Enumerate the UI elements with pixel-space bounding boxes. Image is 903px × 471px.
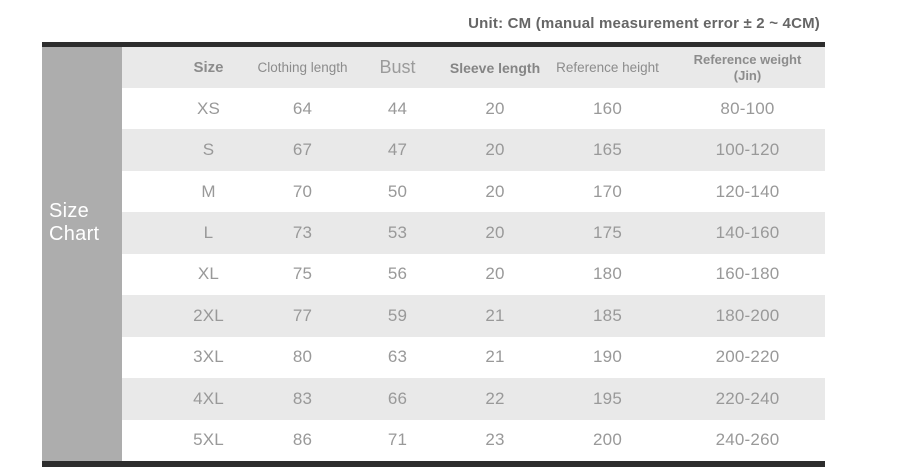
table-cell: 50	[387, 181, 408, 201]
size-cell: L	[203, 223, 214, 243]
table-cell: 44	[387, 98, 408, 118]
table-row: 5XL 86 71 23 200 240-260	[122, 419, 825, 461]
top-accent-bar	[42, 42, 825, 47]
table-cell: 170	[593, 181, 622, 201]
table-cell: 200-220	[715, 347, 780, 367]
table-row: XL 75 56 20 180 160-180	[122, 253, 825, 296]
column-header: Clothing length	[257, 60, 348, 75]
table-cell: 73	[292, 223, 313, 243]
table-cell: 83	[292, 388, 313, 408]
size-cell: 2XL	[193, 305, 224, 325]
table-cell: 195	[593, 388, 622, 408]
size-cell: M	[201, 181, 216, 201]
table-header-row: Size Clothing length Bust Sleeve length Refe…	[122, 47, 825, 88]
column-header: Reference height	[556, 60, 659, 75]
table-cell: 190	[593, 347, 622, 367]
table-cell: 63	[387, 347, 408, 367]
table-row: S 67 47 20 165 100-120	[122, 129, 825, 171]
table-cell: 86	[292, 430, 313, 450]
panel-middle: Size Chart Size Clothing length Bust Sleeve…	[42, 47, 825, 461]
table-row: XS 64 44 20 160 80-100	[122, 88, 825, 130]
table-body: XS 64 44 20 160 80-100 S 67 47 20 165 100-120 M 70 50 2…	[122, 88, 825, 461]
table-row: L 73 53 20 175 140-160	[122, 212, 825, 254]
table-cell: 20	[485, 181, 505, 201]
table-cell: 66	[387, 388, 408, 408]
table-cell: 20	[485, 98, 505, 118]
table-cell: 22	[485, 388, 505, 408]
size-cell: 4XL	[193, 388, 224, 408]
column-header: Bust	[379, 57, 416, 77]
table-cell: 56	[387, 264, 408, 284]
table-cell: 75	[292, 264, 313, 284]
table-cell: 77	[292, 305, 313, 325]
size-cell: S	[202, 140, 215, 160]
table-cell: 70	[292, 181, 313, 201]
table-cell: 120-140	[715, 181, 780, 201]
table-cell: 160	[593, 98, 622, 118]
size-cell: XS	[196, 98, 221, 118]
table-cell: 67	[292, 140, 313, 160]
table-cell: 180-200	[715, 305, 780, 325]
table-cell: 21	[485, 347, 505, 367]
sidebar-label: Size Chart	[49, 200, 100, 245]
size-cell: XL	[197, 264, 220, 284]
table-cell: 64	[292, 98, 313, 118]
table-row: 3XL 80 63 21 190 200-220	[122, 336, 825, 379]
size-cell: 5XL	[193, 430, 224, 450]
table-cell: 21	[485, 305, 505, 325]
column-header: Size	[193, 59, 224, 76]
table-cell: 80-100	[720, 98, 775, 118]
sidebar: Size Chart	[42, 47, 122, 461]
column-header: Reference weight (Jin)	[693, 51, 802, 83]
table-cell: 20	[485, 264, 505, 284]
table-cell: 53	[387, 223, 408, 243]
table-cell: 71	[387, 430, 408, 450]
table-cell: 20	[485, 140, 505, 160]
table-cell: 20	[485, 223, 505, 243]
table-cell: 185	[593, 305, 622, 325]
table-cell: 180	[593, 264, 622, 284]
table-cell: 160-180	[715, 264, 780, 284]
table-cell: 23	[485, 430, 505, 450]
size-table: Size Clothing length Bust Sleeve length Refe…	[122, 47, 825, 461]
table-cell: 165	[593, 140, 622, 160]
size-cell: 3XL	[193, 347, 224, 367]
bottom-accent-bar	[42, 461, 825, 467]
table-cell: 240-260	[715, 430, 780, 450]
table-row: 4XL 83 66 22 195 220-240	[122, 378, 825, 420]
table-row: M 70 50 20 170 120-140	[122, 170, 825, 213]
table-cell: 80	[292, 347, 313, 367]
table-cell: 59	[387, 305, 408, 325]
table-cell: 140-160	[715, 223, 780, 243]
table-cell: 220-240	[715, 388, 780, 408]
column-header: Sleeve length	[449, 59, 541, 76]
table-cell: 175	[593, 223, 622, 243]
unit-note: Unit: CM (manual measurement error ± 2 ~…	[468, 15, 820, 32]
table-cell: 200	[593, 430, 622, 450]
size-chart-panel: Size Chart Size Clothing length Bust Sleeve…	[42, 42, 825, 467]
table-cell: 100-120	[715, 140, 780, 160]
table-cell: 47	[387, 140, 408, 160]
table-row: 2XL 77 59 21 185 180-200	[122, 295, 825, 337]
